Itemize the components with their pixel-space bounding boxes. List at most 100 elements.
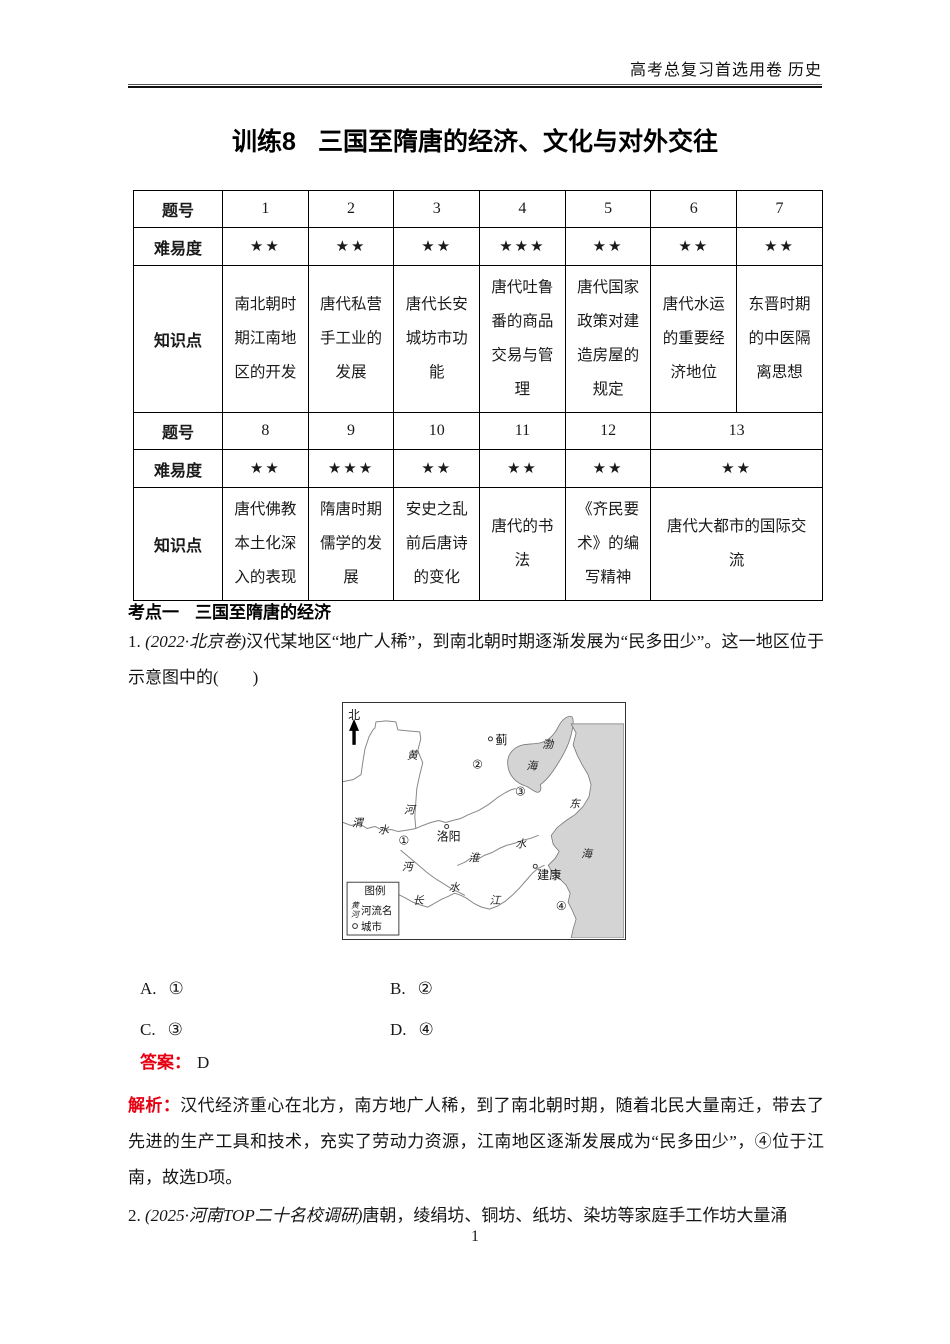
question-1-number: 1. <box>128 632 141 651</box>
mian-river <box>400 849 466 896</box>
option-d-value: ④ <box>418 1020 434 1039</box>
row-header-question-no: 题号 <box>133 190 223 228</box>
map-marker-4: ④ <box>556 899 567 913</box>
knowledge-point: 南北朝时期江南地区的开发 <box>222 265 309 413</box>
analysis-text: 汉代经济重心在北方，南方地广人稀，到了南北朝时期，随着北民大量南迁，带去了先进的… <box>128 1096 825 1187</box>
question-number: 13 <box>650 412 823 450</box>
option-d: D. ④ <box>390 1013 640 1046</box>
wei-river-label-1: 渭 <box>352 816 365 829</box>
jiankang-city-dot <box>532 863 538 869</box>
yangtze-label-1: 长 <box>413 894 425 907</box>
difficulty-stars: ★★ <box>564 227 652 266</box>
knowledge-point: 唐代的书法 <box>479 487 566 601</box>
question-2-source: (2025·河南TOP二十名校调研) <box>145 1206 363 1225</box>
title-text: 三国至隋唐的经济、文化与对外交往 <box>317 128 718 156</box>
question-1-analysis: 解析：汉代经济重心在北方，南方地广人稀，到了南北朝时期，随着北民大量南迁，带去了… <box>128 1088 824 1196</box>
section-heading: 考点一 三国至隋唐的经济 <box>128 598 331 623</box>
compass-arrow-shaft <box>352 729 356 745</box>
ji-city-label: 蓟 <box>495 733 507 747</box>
difficulty-stars: ★★ <box>479 449 566 488</box>
yellow-river <box>343 720 516 829</box>
wei-river-label-2: 水 <box>378 823 390 836</box>
question-2-number: 2. <box>128 1206 141 1225</box>
option-c-key: C. <box>140 1020 156 1039</box>
section-title: 三国至隋唐的经济 <box>195 603 331 622</box>
question-number: 7 <box>736 190 823 228</box>
huai-river-label-2: 水 <box>515 837 527 850</box>
yangtze-river <box>397 864 545 910</box>
row-header-knowledge: 知识点 <box>133 487 223 601</box>
row-header-difficulty: 难易度 <box>133 449 223 488</box>
wei-river <box>343 821 417 832</box>
legend-city-label: 城市 <box>361 920 382 933</box>
knowledge-point: 《齐民要术》的编写精神 <box>564 487 652 601</box>
option-a-key: A. <box>140 979 157 998</box>
question-number: 5 <box>564 190 652 228</box>
bohai-label-2: 海 <box>526 760 539 773</box>
jiankang-city-label: 建康 <box>537 867 561 882</box>
difficulty-stars: ★★ <box>650 449 823 488</box>
ji-city-dot <box>487 736 493 742</box>
question-number: 10 <box>393 412 481 450</box>
east-sea-shape <box>547 723 624 938</box>
option-b: B. ② <box>390 972 640 1005</box>
question-1: 1. (2022·北京卷)汉代某地区“地广人稀”，到南北朝时期逐渐发展为“民多田… <box>128 624 824 696</box>
table-row-numbers-1: 题号 1 2 3 4 5 6 7 <box>133 190 823 228</box>
section-label: 考点一 <box>128 603 179 622</box>
table-row-difficulty-1: 难易度 ★★ ★★ ★★ ★★★ ★★ ★★ ★★ <box>133 227 823 266</box>
question-1-answer: 答案： D <box>140 1048 209 1078</box>
question-2: 2. (2025·河南TOP二十名校调研)唐朝，绫绢坊、铜坊、纸坊、染坊等家庭手… <box>128 1198 828 1234</box>
huai-river <box>457 834 539 866</box>
question-number: 11 <box>479 412 566 450</box>
table-row-numbers-2: 题号 8 9 10 11 12 13 <box>133 412 823 450</box>
compass-north-label: 北 <box>348 708 360 722</box>
question-1-map: 北 黄 河 渭 水 淮 水 沔 水 长 江 渤 海 东 海 蓟 洛阳 建康 <box>342 702 626 940</box>
difficulty-stars: ★★ <box>564 449 652 488</box>
difficulty-stars: ★★ <box>222 227 309 266</box>
table-row-knowledge-1: 知识点 南北朝时期江南地区的开发 唐代私营手工业的发展 唐代长安城坊市功能 唐代… <box>133 265 823 413</box>
knowledge-point: 唐代水运的重要经济地位 <box>650 265 738 413</box>
difficulty-stars: ★★ <box>307 227 395 266</box>
question-number: 2 <box>307 190 395 228</box>
knowledge-point: 隋唐时期儒学的发展 <box>307 487 395 601</box>
map-marker-2: ② <box>472 758 483 772</box>
analysis-label: 解析： <box>128 1096 181 1115</box>
option-d-key: D. <box>390 1020 407 1039</box>
header-rule <box>128 84 822 88</box>
east-sea-label-1: 东 <box>569 798 581 811</box>
bohai-label-1: 渤 <box>542 738 555 751</box>
question-number: 4 <box>479 190 566 228</box>
answer-label: 答案： <box>140 1053 191 1072</box>
question-number: 3 <box>393 190 481 228</box>
knowledge-point: 唐代大都市的国际交流 <box>650 487 823 601</box>
row-header-difficulty: 难易度 <box>133 227 223 266</box>
difficulty-stars: ★★ <box>393 227 481 266</box>
knowledge-point: 唐代国家政策对建造房屋的规定 <box>564 265 652 413</box>
knowledge-point: 安史之乱前后唐诗的变化 <box>393 487 481 601</box>
knowledge-point: 东晋时期的中医隔离思想 <box>736 265 823 413</box>
question-number: 1 <box>222 190 309 228</box>
question-number: 9 <box>307 412 395 450</box>
question-number: 12 <box>564 412 652 450</box>
map-svg: 北 黄 河 渭 水 淮 水 沔 水 长 江 渤 海 东 海 蓟 洛阳 建康 <box>343 708 624 938</box>
summary-table-wrap: 题号 1 2 3 4 5 6 7 难易度 ★★ ★★ ★★ ★★★ ★★ ★★ … <box>133 190 823 601</box>
legend-river-label: 河流名 <box>361 904 392 917</box>
knowledge-point: 唐代私营手工业的发展 <box>307 265 395 413</box>
compass-arrow-icon <box>349 718 360 731</box>
legend-river-sample-2: 河 <box>351 910 361 919</box>
difficulty-stars: ★★ <box>222 449 309 488</box>
question-2-text: 唐朝，绫绢坊、铜坊、纸坊、染坊等家庭手工作坊大量涌 <box>362 1206 788 1225</box>
bohai-sea-shape <box>507 716 574 793</box>
option-a: A. ① <box>140 972 390 1005</box>
legend-river-sample-1: 黄 <box>351 901 360 910</box>
table-row-knowledge-2: 知识点 唐代佛教本土化深入的表现 隋唐时期儒学的发展 安史之乱前后唐诗的变化 唐… <box>133 487 823 601</box>
mian-river-label-2: 水 <box>449 881 461 894</box>
legend-title: 图例 <box>365 884 386 897</box>
difficulty-stars: ★★★ <box>479 227 566 266</box>
answer-value: D <box>197 1053 210 1072</box>
yellow-river-label-1: 黄 <box>407 749 419 762</box>
difficulty-stars: ★★ <box>393 449 481 488</box>
option-b-value: ② <box>417 979 433 998</box>
difficulty-stars: ★★★ <box>307 449 395 488</box>
